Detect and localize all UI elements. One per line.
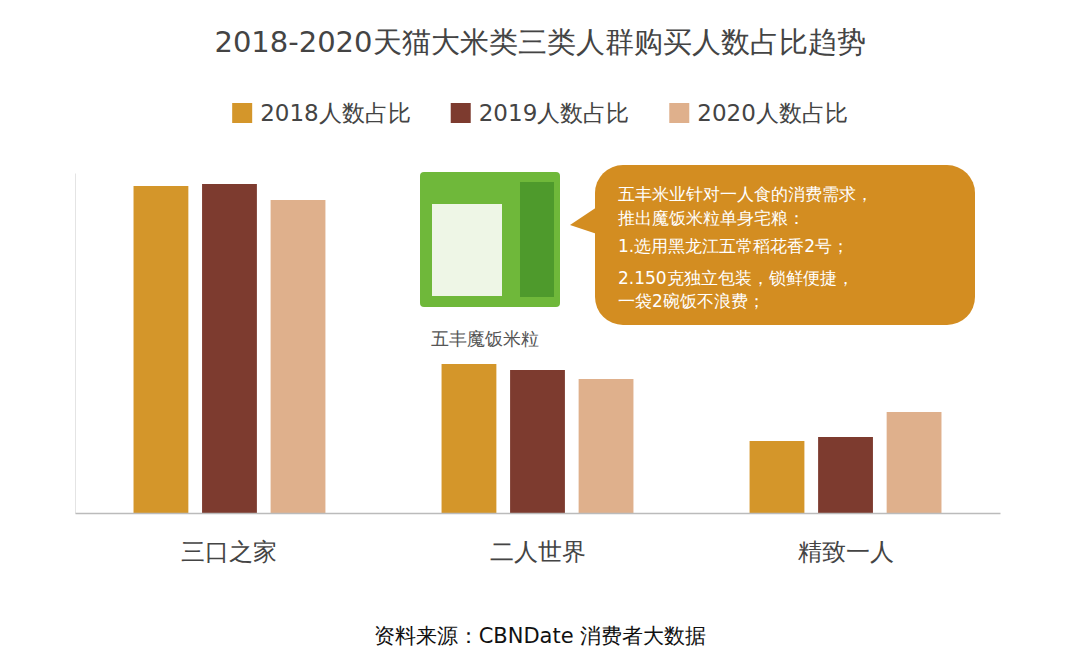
legend: 2018人数占比 2019人数占比 2020人数占比 [232,100,848,126]
legend-swatch [669,103,689,123]
x-tick: 二人世界 [490,538,586,566]
legend-swatch [232,103,252,123]
chart: 2018-2020天猫大米类三类人群购买人数占比趋势 2018人数占比 2019人数… [0,0,1080,663]
product-panel [432,204,502,296]
legend-swatch [451,103,471,123]
callout-box [595,165,975,325]
y-axis-line [75,174,76,514]
x-tick: 精致一人 [798,538,894,566]
bar [271,200,326,513]
x-tick-label: 二人世界 [490,538,586,566]
legend-label: 2018人数占比 [260,100,411,126]
annotation-label: 五丰魔饭米粒 [431,328,539,349]
product-box [420,172,560,307]
bar [887,412,942,513]
bar [134,186,189,513]
x-tick-label: 三口之家 [181,538,277,566]
bar [510,370,565,513]
bar [579,379,634,513]
y-axis [75,174,76,514]
bar [442,364,497,513]
callout-text: 1.选用黑龙江五常稻花香2号； [618,236,849,256]
bar [202,184,257,513]
legend-label: 2019人数占比 [479,100,630,126]
callout-text: 2.150克独立包装，锁鲜便捷， [618,268,854,288]
callout-text: 一袋2碗饭不浪费； [618,291,765,311]
product-side [520,182,554,297]
callout-text: 推出魔饭米粒单身宅粮： [618,208,805,228]
legend-item: 2018人数占比 [232,100,411,126]
title: 2018-2020天猫大米类三类人群购买人数占比趋势 [214,25,865,59]
bar [750,441,805,513]
product-icon [420,172,560,307]
x-axis-line [76,513,1001,515]
x-tick-label: 精致一人 [798,538,894,566]
callout-text: 五丰米业针对一人食的消费需求， [618,184,873,204]
legend-item: 2020人数占比 [669,100,848,126]
bar [818,437,873,513]
source: 资料来源：CBNDate 消费者大数据 [374,624,707,648]
x-axis: 三口之家 二人世界 精致一人 [76,514,1001,567]
callout: 五丰米业针对一人食的消费需求， 推出魔饭米粒单身宅粮： 1.选用黑龙江五常稻花香2号… [570,165,975,325]
x-tick: 三口之家 [181,538,277,566]
legend-label: 2020人数占比 [697,100,848,126]
legend-item: 2019人数占比 [451,100,630,126]
